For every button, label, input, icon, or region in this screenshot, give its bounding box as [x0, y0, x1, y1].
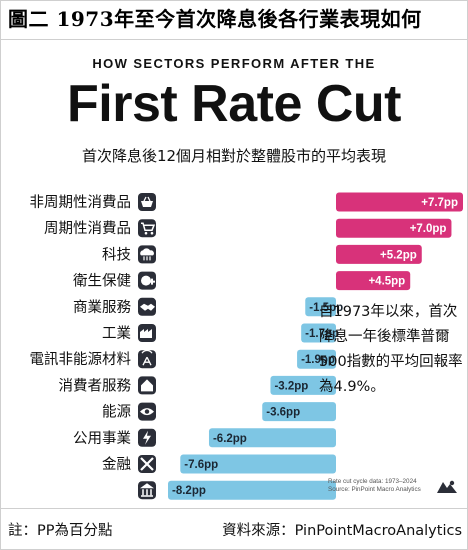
- value-label: -1.7pp: [305, 328, 339, 340]
- cloud-lines: [143, 256, 151, 261]
- health-cross: [149, 278, 155, 285]
- bar-row: 工業 -1.7pp: [102, 323, 339, 343]
- source-line-data: Rate cut cycle data: 1973–2024: [328, 478, 417, 485]
- value-label: -1.9pp: [301, 354, 335, 366]
- bar: [336, 218, 452, 238]
- value-label: -7.6pp: [184, 459, 218, 471]
- basket-icon: [138, 193, 156, 211]
- bar: [208, 428, 336, 448]
- cart-glyph: [141, 222, 156, 231]
- bar-row: 能源 -3.6pp: [102, 402, 336, 422]
- house-glyph: [141, 379, 153, 392]
- bar-chart: 非周期性消費品 +7.7pp 周期性消費品 +7.0pp 科技 +5.2pp 衛生保健 +4.…: [30, 192, 463, 500]
- cloud-glyph: [140, 248, 154, 256]
- value-label: -1.5pp: [309, 302, 343, 314]
- category-label: 科技: [102, 246, 131, 263]
- bar-row: -8.2pp: [138, 480, 336, 500]
- category-label: 金融: [102, 456, 131, 473]
- basket-handle: [143, 196, 151, 202]
- bolt-icon: [138, 428, 156, 447]
- eye-pupil: [144, 409, 150, 414]
- bar: [180, 454, 336, 474]
- value-label: +4.5pp: [368, 276, 405, 288]
- antenna-glyph: [142, 356, 152, 366]
- bar: [262, 402, 336, 422]
- pinpoint-logo-icon: [437, 480, 457, 493]
- footer-note: 註：PP為百分點: [8, 523, 113, 539]
- category-label: 衛生保健: [73, 273, 131, 290]
- bar-row: 衛生保健 +4.5pp: [73, 271, 411, 291]
- basket-glyph: [141, 201, 153, 207]
- category-label: 電訊非能源材料: [30, 351, 132, 368]
- bar: [168, 480, 336, 500]
- bar: [297, 349, 336, 369]
- health-icon: [138, 271, 156, 290]
- bank-icon: [138, 481, 156, 500]
- category-label: 消費者服務: [59, 377, 132, 394]
- category-label: 周期性消費品: [44, 220, 131, 237]
- bar-row: 科技 +5.2pp: [102, 244, 422, 264]
- category-label: 公用事業: [73, 430, 131, 447]
- cart-wheel: [150, 231, 154, 235]
- bolt-glyph: [143, 430, 151, 445]
- side-annotation: 自1973年以來，首次降息一年後標準普爾500指數的平均回報率為4.9%。: [319, 304, 463, 395]
- antenna-wave: [141, 349, 153, 354]
- cloud-icon: [138, 245, 156, 264]
- cart-wheel: [144, 231, 148, 235]
- footer: 註：PP為百分點 資料來源：PinPointMacroAnalytics: [0, 508, 468, 550]
- category-label: 商業服務: [73, 299, 131, 316]
- footer-source: 資料來源：PinPointMacroAnalytics: [222, 523, 462, 539]
- bar: [305, 297, 336, 317]
- source-line-source: Source: PinPoint Macro Analytics: [328, 486, 421, 493]
- bar-row: 周期性消費品 +7.0pp: [44, 218, 452, 238]
- bar-row: 非周期性消費品 +7.7pp: [30, 192, 463, 212]
- bar-row: 金融 -7.6pp: [102, 454, 336, 474]
- icon-tile: [138, 350, 156, 369]
- value-label: +7.7pp: [421, 197, 458, 209]
- category-label: 能源: [102, 404, 131, 421]
- cart-icon: [138, 219, 156, 238]
- value-label: -8.2pp: [172, 485, 206, 497]
- category-label: 非周期性消費品: [30, 194, 132, 211]
- tools-glyph: [140, 457, 154, 471]
- value-label: +7.0pp: [410, 223, 447, 235]
- bar: [336, 244, 422, 264]
- value-label: -6.2pp: [213, 433, 247, 445]
- house-icon: [138, 376, 156, 395]
- caption-title: 圖二 1973年至今首次降息後各行業表現如何: [0, 0, 468, 40]
- category-label: 工業: [102, 325, 131, 342]
- bar-row: 電訊非能源材料 -1.9pp: [30, 349, 336, 369]
- factory-glyph: [140, 329, 152, 338]
- bar: [270, 375, 336, 395]
- handshake-icon: [138, 297, 156, 316]
- bank-glyph: [140, 483, 154, 497]
- bar: [301, 323, 336, 343]
- chart-source-note: Rate cut cycle data: 1973–2024 Source: P…: [328, 478, 438, 494]
- health-glyph: [141, 275, 151, 286]
- bar-row: 商業服務 -1.5pp: [73, 297, 343, 317]
- antenna-icon: [138, 349, 156, 369]
- chart-subtitle: 首次降息後12個月相對於整體股市的平均表現: [81, 147, 387, 165]
- value-label: +5.2pp: [380, 249, 417, 261]
- factory-icon: [138, 324, 156, 342]
- bar: [336, 192, 463, 212]
- bar-row: 公用事業 -6.2pp: [73, 428, 336, 448]
- handshake-glyph: [140, 303, 155, 311]
- bar: [336, 271, 411, 291]
- eye-icon: [138, 402, 156, 421]
- bank-columns: [142, 489, 152, 496]
- bar-row: 消費者服務 -3.2pp: [59, 375, 336, 395]
- value-label: -3.2pp: [274, 380, 308, 392]
- chart-headline: First Rate Cut: [67, 75, 401, 133]
- tools-icon: [138, 455, 156, 473]
- chart-kicker: HOW SECTORS PERFORM AFTER THE: [92, 56, 376, 71]
- value-label: -3.6pp: [266, 407, 300, 419]
